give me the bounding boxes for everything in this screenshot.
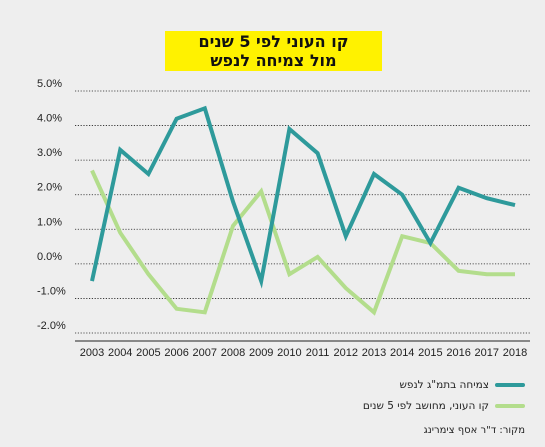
y-tick-label: 1.0% xyxy=(37,216,62,228)
x-tick-label: 2012 xyxy=(334,347,358,359)
y-tick-label: -2.0% xyxy=(37,320,66,332)
x-tick-label: 2005 xyxy=(136,347,160,359)
y-tick-label: -1.0% xyxy=(37,285,66,297)
y-tick-label: 2.0% xyxy=(37,182,62,194)
x-tick-label: 2010 xyxy=(277,347,301,359)
x-tick-label: 2007 xyxy=(193,347,217,359)
x-tick-label: 2006 xyxy=(164,347,188,359)
x-tick-label: 2014 xyxy=(390,347,414,359)
series-line-growth xyxy=(90,105,516,289)
chart-title-line-2: מול צמיחה לנפש xyxy=(210,51,337,70)
source-note: מקור: ד"ר אסף צימרינג xyxy=(423,425,525,436)
y-tick-label: 4.0% xyxy=(37,113,62,125)
x-tick-label: 2009 xyxy=(249,347,273,359)
series-line-poverty-line xyxy=(90,169,515,316)
legend-label-growth: צמיחה בתמ"ג לנפש xyxy=(399,379,489,391)
y-tick-label: 3.0% xyxy=(37,147,62,159)
x-tick-label: 2008 xyxy=(221,347,245,359)
chart-title-line-1: קו העוני לפי 5 שנים xyxy=(198,32,349,51)
legend-swatch-poverty-line xyxy=(495,404,525,408)
x-tick-label: 2013 xyxy=(362,347,386,359)
x-tick-label: 2017 xyxy=(475,347,499,359)
x-tick-label: 2018 xyxy=(503,347,527,359)
legend-item-poverty-line: קו העוני, מחושב לפי 5 שנים xyxy=(320,398,525,414)
legend-swatch-growth xyxy=(495,383,525,387)
x-tick-label: 2015 xyxy=(418,347,442,359)
y-tick-label: 0.0% xyxy=(37,251,62,263)
y-tick-label: 5.0% xyxy=(37,78,62,90)
x-tick-label: 2003 xyxy=(80,347,104,359)
legend-item-growth: צמיחה בתמ"ג לנפש xyxy=(320,377,525,393)
legend-label-poverty-line: קו העוני, מחושב לפי 5 שנים xyxy=(362,400,489,412)
x-tick-label: 2004 xyxy=(108,347,132,359)
chart-title: קו העוני לפי 5 שנים מול צמיחה לנפש xyxy=(165,31,382,71)
x-tick-label: 2016 xyxy=(446,347,470,359)
x-tick-label: 2011 xyxy=(306,347,330,359)
